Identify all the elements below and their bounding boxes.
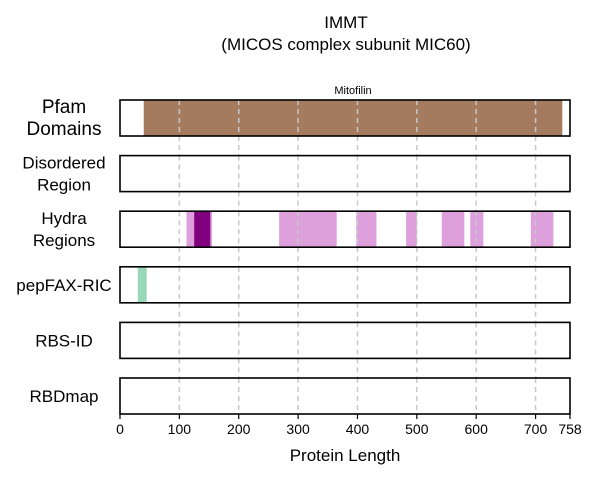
track-label-line: RBDmap xyxy=(30,387,99,406)
track-segment xyxy=(143,100,563,136)
track-segment xyxy=(137,266,147,303)
x-tick-label: 600 xyxy=(465,421,489,437)
track-segment xyxy=(301,211,337,248)
track-box xyxy=(119,265,571,304)
track-label: Pfam Domains xyxy=(27,97,102,140)
track-segment xyxy=(356,211,377,248)
track-label: RBS-ID xyxy=(35,331,93,350)
track-label: Disordered Region xyxy=(22,154,105,195)
track-label-line: Disordered xyxy=(22,154,105,173)
track-segment xyxy=(441,211,465,248)
track-label-line: Domains xyxy=(27,119,102,140)
track-label: pepFAX-RIC xyxy=(16,276,111,295)
track-segment xyxy=(530,211,554,248)
track-label-line: Regions xyxy=(33,231,95,250)
track-label: RBDmap xyxy=(30,387,99,406)
track-label-line: RBS-ID xyxy=(35,331,93,350)
x-tick-label: 300 xyxy=(286,421,310,437)
track-box xyxy=(119,99,571,137)
track-box xyxy=(119,321,571,360)
tracks-group: Pfam Domains Mitofilin Disordered Region Hydr… xyxy=(16,85,571,415)
chart-title: IMMT xyxy=(324,13,367,32)
x-tick-label: 0 xyxy=(116,421,124,437)
track-label: Hydra Regions xyxy=(33,209,95,250)
x-tick-label: 700 xyxy=(524,421,548,437)
track-label-line: Pfam xyxy=(42,97,86,118)
x-tick-label: 400 xyxy=(346,421,370,437)
x-axis: 0 100 200 300 400 500 600 700 758 xyxy=(116,414,582,437)
track-segment xyxy=(279,211,302,248)
chart-subtitle: (MICOS complex subunit MIC60) xyxy=(221,35,470,54)
track-label-line: pepFAX-RIC xyxy=(16,276,111,295)
track-label-line: Hydra xyxy=(41,209,87,228)
x-tick-label: 100 xyxy=(168,421,192,437)
x-tick-label: 200 xyxy=(227,421,251,437)
x-tick-label: 500 xyxy=(405,421,429,437)
track-segment xyxy=(194,211,211,248)
segment-label: Mitofilin xyxy=(334,85,371,97)
track-label-line: Region xyxy=(37,176,91,195)
x-axis-label: Protein Length xyxy=(290,446,401,465)
track-box xyxy=(119,210,571,248)
track-box xyxy=(119,154,571,193)
x-tick-label: 758 xyxy=(558,421,582,437)
track-segment xyxy=(406,211,417,248)
track-box xyxy=(119,377,571,415)
